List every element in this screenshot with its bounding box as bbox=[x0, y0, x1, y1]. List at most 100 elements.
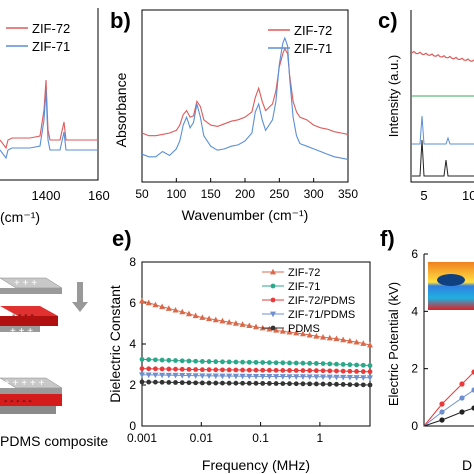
panel-a-legend-label: ZIF-72 bbox=[32, 21, 70, 36]
panel-e-point-pdms bbox=[360, 382, 366, 388]
panel-e-xlabel: Frequency (MHz) bbox=[202, 457, 310, 473]
panel-e-point-zif-72 bbox=[172, 306, 179, 313]
panel-e-point-zif-72-pdms bbox=[287, 368, 292, 373]
panel-b-letter: b) bbox=[110, 8, 131, 33]
panel-e-point-zif-71-pdms bbox=[346, 375, 353, 381]
panel-e-point-zif-72-pdms bbox=[313, 368, 319, 374]
panel-e-point-pdms bbox=[153, 379, 158, 385]
panel-b-tick-label: 50 bbox=[135, 187, 149, 201]
panel-e-point-pdms bbox=[159, 379, 165, 385]
panel-d-schematic: + + + - - - - + + + + + + + + - - - - - … bbox=[0, 277, 108, 449]
panel-f-ylabel: Electric Potential (kV) bbox=[386, 282, 401, 406]
red-layer-top bbox=[0, 306, 58, 316]
panel-e-point-zif-71-pdms bbox=[306, 374, 313, 380]
panel-e-legend-marker bbox=[270, 311, 276, 318]
panel-b-legend: ZIF-72 ZIF-71 bbox=[268, 23, 332, 56]
panel-e-point-zif-71 bbox=[233, 359, 239, 365]
panel-e-point-zif-71 bbox=[260, 360, 266, 365]
panel-f-line bbox=[423, 407, 474, 427]
panel-e-point-pdms bbox=[253, 380, 259, 386]
panel-e-point-zif-71-pdms bbox=[279, 374, 286, 380]
panel-e-legend-label: ZIF-71/PDMS bbox=[288, 309, 355, 321]
panel-e-point-zif-72-pdms bbox=[146, 366, 152, 372]
panel-b-zif71-line bbox=[141, 36, 349, 160]
schematic-bottom-stack: + + + + + - - - - - bbox=[0, 377, 63, 414]
panel-e-point-pdms bbox=[240, 380, 245, 386]
panel-e-point-pdms bbox=[340, 382, 346, 387]
panel-e-point-zif-71 bbox=[320, 361, 326, 367]
panel-e-point-zif-71-pdms bbox=[199, 373, 206, 379]
panel-b-legend-label: ZIF-72 bbox=[294, 23, 332, 38]
panel-f-point bbox=[471, 405, 474, 411]
panel-e-point-zif-72 bbox=[326, 334, 333, 341]
panel-e-point-zif-71-pdms bbox=[353, 375, 360, 381]
panel-e-point-zif-71-pdms bbox=[185, 373, 192, 379]
panel-e-point-zif-72 bbox=[165, 305, 172, 311]
panel-e-xtick-label: 0.001 bbox=[127, 431, 157, 445]
red-layer-charges: - - - - bbox=[12, 310, 34, 321]
panel-e-point-zif-72 bbox=[273, 327, 280, 333]
panel-e-point-pdms bbox=[199, 380, 205, 386]
panel-e-point-zif-72 bbox=[246, 322, 253, 329]
panel-e-point-zif-72-pdms bbox=[166, 366, 172, 372]
panel-f-letter: f) bbox=[380, 226, 395, 251]
panel-e-point-zif-71-pdms bbox=[212, 373, 219, 380]
panel-e-point-zif-72 bbox=[226, 318, 233, 325]
panel-e-point-zif-72 bbox=[206, 315, 213, 322]
panel-e-point-zif-71-pdms bbox=[145, 372, 152, 379]
panel-e-point-zif-72-pdms bbox=[159, 366, 165, 372]
panel-f-inset-dark-region bbox=[437, 274, 465, 286]
panel-f-point bbox=[471, 369, 474, 375]
schematic-top-stack: + + + - - - - + + + bbox=[0, 277, 88, 337]
panel-e-point-zif-71 bbox=[220, 359, 225, 365]
panel-f-point bbox=[459, 381, 465, 387]
panel-e-point-zif-71 bbox=[354, 362, 359, 368]
panel-e-point-zif-72 bbox=[212, 316, 219, 323]
panel-a: ZIF-72 ZIF-71 1400 160 (cm⁻¹) bbox=[0, 8, 110, 225]
panel-e-point-zif-72-pdms bbox=[293, 368, 299, 373]
panel-e-xtick-label: 0.1 bbox=[252, 431, 269, 445]
panel-e-point-zif-71-pdms bbox=[219, 373, 226, 380]
panel-e-point-zif-71 bbox=[193, 358, 199, 364]
top-plate-charges: + + + bbox=[14, 278, 37, 289]
panel-e-legend-marker bbox=[270, 268, 276, 275]
panel-b-tick-label: 200 bbox=[235, 187, 255, 201]
panel-e-point-pdms bbox=[173, 380, 178, 385]
panel-b-tick-label: 100 bbox=[166, 187, 186, 201]
panel-c-blue-pattern bbox=[412, 115, 474, 145]
down-arrow-icon bbox=[72, 302, 88, 312]
panel-e-legend-marker bbox=[270, 297, 276, 303]
panel-e-point-zif-71 bbox=[267, 360, 272, 366]
panel-e-plot-frame bbox=[141, 261, 371, 427]
panel-e-point-zif-71 bbox=[273, 360, 279, 366]
panel-e-point-zif-72-pdms bbox=[240, 367, 245, 373]
panel-f-point bbox=[459, 409, 465, 415]
panel-e-point-zif-72-pdms bbox=[139, 366, 145, 371]
panel-e-point-zif-71 bbox=[367, 363, 373, 368]
panel-e-point-zif-72 bbox=[159, 303, 166, 310]
panel-e-ytick-label: 8 bbox=[129, 255, 136, 269]
panel-b-ylabel: Absorbance bbox=[113, 72, 129, 147]
panel-e-ytick-label: 0 bbox=[129, 419, 136, 433]
panel-a-tick-1400: 1400 bbox=[32, 188, 61, 203]
panel-e-point-pdms bbox=[226, 380, 232, 386]
panel-e-point-zif-71 bbox=[340, 362, 346, 367]
panel-e-xtick-label: 1 bbox=[317, 431, 324, 445]
panel-e-point-zif-72 bbox=[279, 328, 286, 334]
panel-e-legend: ZIF-72 ZIF-71 ZIF-72/PDMS ZIF-71/PDMS PDMS bbox=[262, 267, 355, 335]
panel-e-point-zif-71-pdms bbox=[259, 374, 266, 380]
panel-e-point-zif-71 bbox=[347, 362, 353, 368]
top-plate-2-charges: + + + + + bbox=[4, 378, 44, 389]
panel-e-x-ticks: 0.001 0.01 0.1 1 bbox=[127, 422, 324, 445]
panel-e-point-zif-71 bbox=[179, 358, 185, 364]
panel-e-point-zif-71-pdms bbox=[273, 374, 280, 380]
panel-e-point-zif-72-pdms bbox=[267, 367, 272, 373]
panel-e-point-zif-72 bbox=[306, 331, 313, 338]
bottom-plate-2 bbox=[0, 406, 56, 414]
panel-e-point-zif-72-pdms bbox=[334, 368, 339, 374]
panel-e-point-pdms bbox=[186, 380, 192, 386]
panel-f-point bbox=[439, 409, 445, 415]
panel-e-point-pdms bbox=[213, 380, 219, 386]
panel-e-legend-marker bbox=[270, 325, 276, 331]
panel-e-point-zif-72 bbox=[299, 330, 306, 337]
